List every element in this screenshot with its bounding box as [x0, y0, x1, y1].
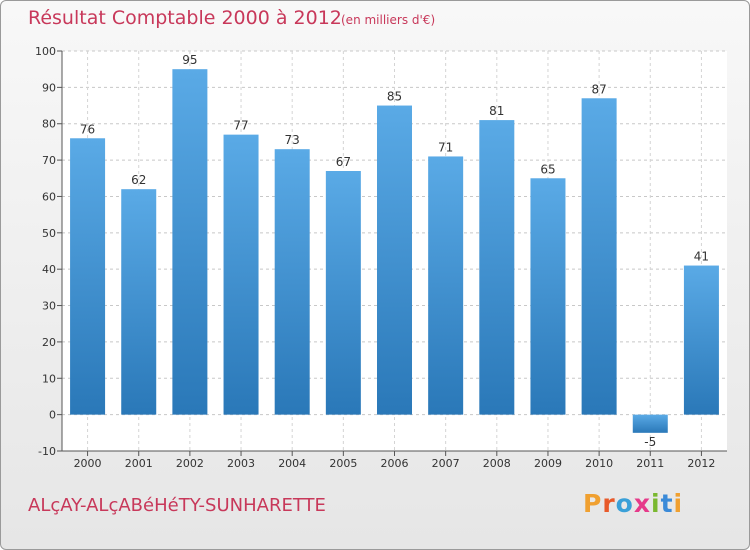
x-tick-labels: 2000 2001 2002 2003 2004 2005 2006 2007 2008 2009… [74, 457, 716, 470]
bar-2010 [581, 98, 617, 415]
bar-2002 [172, 69, 208, 415]
y-tick-label: 20 [42, 336, 56, 349]
bar-2007 [428, 156, 464, 415]
bar-2009 [530, 178, 566, 415]
bar-2011 [632, 414, 668, 433]
x-tick-label: 2004 [278, 457, 306, 470]
bars [70, 69, 719, 433]
y-tick-label: 80 [42, 118, 56, 131]
x-tick-label: 2010 [585, 457, 613, 470]
logo-letter: r [602, 489, 616, 518]
data-label-2003: 77 [233, 119, 248, 133]
bar-2005 [325, 171, 361, 415]
data-labels: 76 62 95 77 73 67 85 71 81 65 87 -5 41 [80, 53, 709, 449]
bar-2001 [121, 189, 157, 415]
bar-2008 [479, 120, 515, 415]
x-tick-label: 2007 [432, 457, 460, 470]
data-label-2001: 62 [131, 173, 146, 187]
x-tick-label: 2000 [74, 457, 102, 470]
y-tick-label: 60 [42, 190, 56, 203]
data-label-2008: 81 [489, 104, 504, 118]
y-tick-label: -10 [38, 445, 56, 458]
x-tick-label: 2008 [483, 457, 511, 470]
data-label-2012: 41 [694, 250, 709, 264]
axes [57, 50, 727, 456]
data-label-2010: 87 [591, 82, 606, 96]
data-label-2000: 76 [80, 122, 95, 136]
data-label-2006: 85 [387, 90, 402, 104]
logo-letter: i [673, 489, 684, 518]
chart-title: Résultat Comptable 2000 à 2012 [28, 7, 342, 29]
x-tick-label: 2009 [534, 457, 562, 470]
bar-2012 [683, 265, 719, 415]
y-tick-label: 40 [42, 263, 56, 276]
proxiti-logo: Proxiti [583, 489, 683, 518]
data-label-2009: 65 [540, 162, 555, 176]
x-tick-label: 2006 [381, 457, 409, 470]
x-tick-label: 2002 [176, 457, 204, 470]
y-tick-label: 10 [42, 372, 56, 385]
data-label-2002: 95 [182, 53, 197, 67]
y-tick-label: 70 [42, 154, 56, 167]
data-label-2004: 73 [285, 133, 300, 147]
bar-2004 [274, 149, 310, 415]
y-tick-label: 30 [42, 300, 56, 313]
data-label-2005: 67 [336, 155, 351, 169]
y-tick-label: 90 [42, 81, 56, 94]
x-tick-label: 2012 [687, 457, 715, 470]
x-tick-label: 2011 [636, 457, 664, 470]
x-tick-label: 2003 [227, 457, 255, 470]
y-tick-label: 50 [42, 227, 56, 240]
data-label-2007: 71 [438, 140, 453, 154]
y-tick-label: 0 [49, 409, 56, 422]
chart-subtitle: (en milliers d'€) [341, 13, 436, 27]
logo-letter: t [660, 489, 674, 518]
bar-2000 [70, 138, 106, 415]
y-tick-label: 100 [35, 45, 56, 58]
y-tick-labels: -10 0 10 20 30 40 50 60 70 80 90 100 [35, 45, 56, 458]
logo-letter: i [651, 489, 661, 518]
bar-2006 [377, 105, 412, 415]
commune-name: ALçAY-ALçABéHéTY-SUNHARETTE [28, 495, 326, 516]
logo-letter: x [633, 489, 651, 518]
x-tick-label: 2001 [125, 457, 153, 470]
x-tick-label: 2005 [329, 457, 357, 470]
bar-2003 [223, 134, 259, 415]
data-label-2011: -5 [644, 435, 656, 449]
logo-letter: o [615, 489, 634, 518]
logo-letter: P [583, 489, 603, 518]
